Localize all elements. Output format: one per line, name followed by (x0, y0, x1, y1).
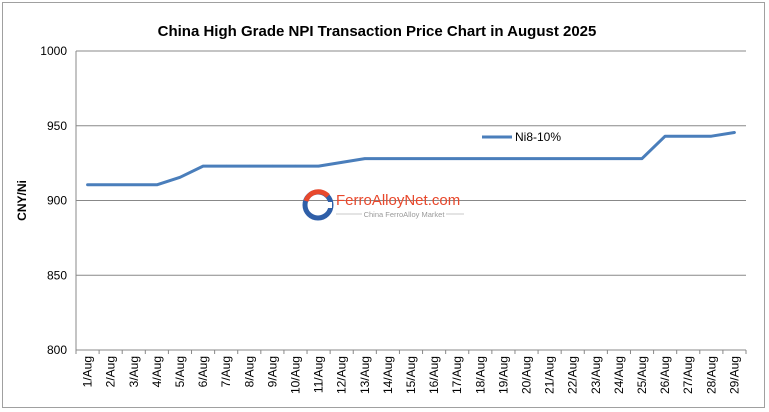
data-point (201, 164, 205, 168)
watermark-brand: FerroAlloyNet.com (336, 192, 460, 209)
data-point (386, 157, 390, 160)
x-tick-label: 19/Aug (496, 356, 510, 394)
x-tick-label: 7/Aug (219, 356, 233, 387)
y-tick-label: 1000 (40, 44, 67, 58)
data-point (86, 183, 89, 187)
x-tick-label: 8/Aug (242, 356, 256, 387)
chart-frame (2, 2, 765, 408)
x-tick-label: 21/Aug (543, 356, 557, 394)
x-tick-label: 16/Aug (427, 356, 441, 394)
x-tick-label: 22/Aug (566, 356, 580, 394)
x-tick-label: 9/Aug (265, 356, 279, 387)
x-tick-label: 23/Aug (589, 356, 603, 394)
x-tick-label: 29/Aug (727, 356, 741, 394)
y-tick-label: 800 (47, 343, 67, 357)
x-tick-label: 18/Aug (473, 356, 487, 394)
x-tick-label: 24/Aug (612, 356, 626, 394)
data-point (571, 157, 574, 160)
x-tick-label: 13/Aug (358, 356, 372, 394)
data-point (155, 183, 159, 187)
data-point (409, 157, 413, 160)
x-tick-label: 28/Aug (704, 356, 718, 394)
data-point (733, 131, 736, 134)
data-point (663, 135, 667, 138)
legend-label: Ni8-10% (515, 130, 561, 144)
chart-title: China High Grade NPI Transaction Price C… (158, 23, 597, 40)
x-tick-label: 14/Aug (381, 356, 395, 394)
data-point (710, 135, 713, 138)
y-tick-label: 850 (47, 268, 67, 282)
y-tick-label: 950 (47, 119, 67, 133)
data-point (363, 157, 366, 160)
x-tick-label: 27/Aug (681, 356, 695, 394)
data-point (456, 157, 459, 160)
x-tick-label: 26/Aug (658, 356, 672, 394)
data-point (617, 157, 621, 160)
data-point (687, 135, 690, 138)
x-tick-label: 6/Aug (196, 356, 210, 387)
data-point (340, 161, 343, 164)
data-point (594, 157, 598, 160)
y-axis-title: CNY/Ni (15, 180, 29, 221)
watermark-tagline: China FerroAlloy Market (364, 210, 446, 219)
x-tick-label: 20/Aug (520, 356, 534, 394)
data-point (109, 183, 112, 187)
x-tick-label: 10/Aug (288, 356, 302, 394)
x-tick-label: 25/Aug (635, 356, 649, 394)
x-tick-label: 2/Aug (104, 356, 118, 387)
x-tick-label: 3/Aug (127, 356, 141, 387)
y-tick-label: 900 (47, 194, 67, 208)
data-point (640, 157, 644, 160)
data-point (548, 157, 551, 160)
data-point (248, 164, 251, 168)
data-point (224, 164, 228, 168)
x-tick-label: 15/Aug (404, 356, 418, 394)
data-point (525, 157, 528, 160)
x-tick-label: 11/Aug (312, 356, 326, 393)
watermark-logo-arc (303, 189, 330, 202)
data-point (502, 157, 505, 160)
x-tick-label: 1/Aug (81, 356, 95, 387)
data-point (317, 164, 320, 168)
data-point (432, 157, 436, 160)
x-tick-label: 12/Aug (335, 356, 349, 394)
data-point (271, 164, 274, 168)
watermark-logo-gap (321, 202, 332, 208)
data-point (178, 176, 182, 179)
data-point (479, 157, 482, 160)
data-point (132, 183, 135, 187)
x-tick-label: 4/Aug (150, 356, 164, 387)
data-point (294, 164, 297, 168)
x-tick-label: 5/Aug (173, 356, 187, 387)
x-tick-label: 17/Aug (450, 356, 464, 394)
